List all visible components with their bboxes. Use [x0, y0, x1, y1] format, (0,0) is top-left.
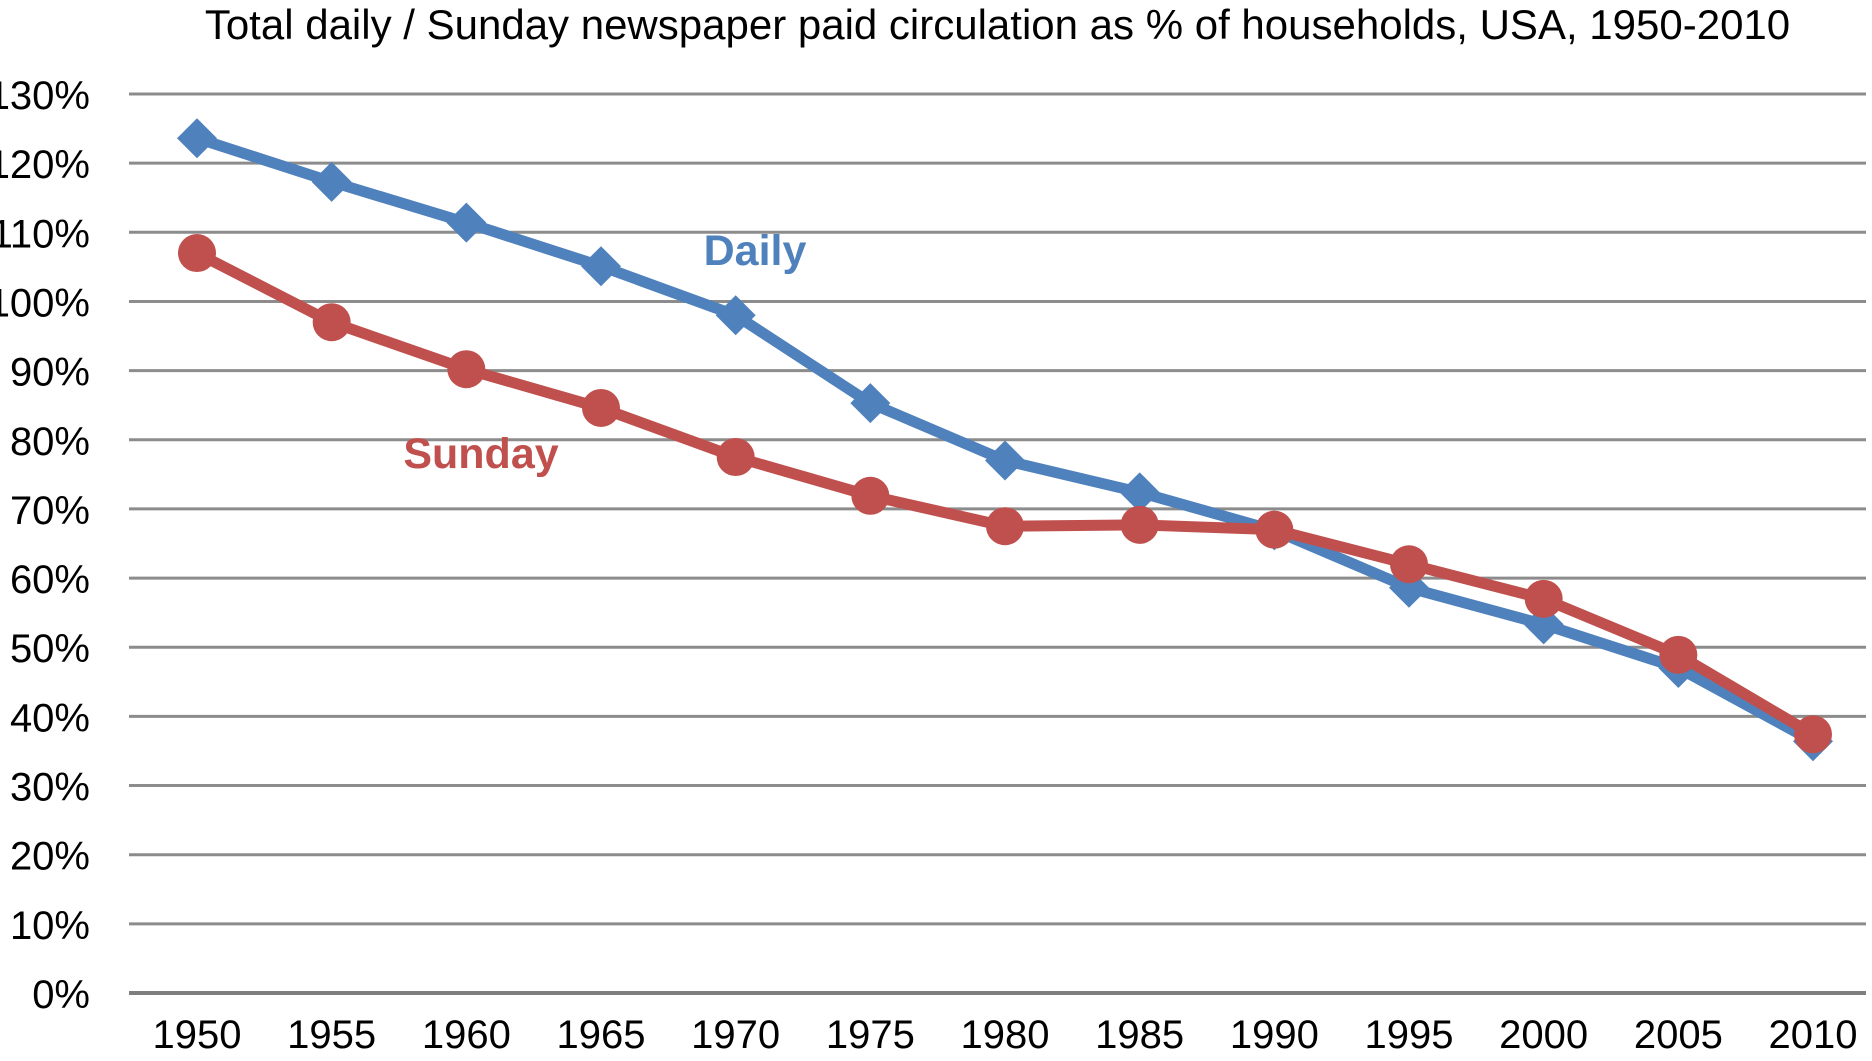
y-axis-label: 130%	[0, 74, 90, 118]
x-axis-label: 1975	[826, 1013, 915, 1057]
x-axis-label: 1990	[1230, 1013, 1319, 1057]
circle-marker-sunday	[1524, 579, 1563, 618]
y-axis-label: 100%	[0, 281, 90, 325]
y-axis-label: 60%	[10, 558, 90, 602]
x-axis-label: 1970	[691, 1013, 780, 1057]
diamond-marker-daily	[850, 383, 891, 424]
x-axis-label: 1980	[961, 1013, 1050, 1057]
x-axis-label: 1950	[153, 1013, 242, 1057]
chart-title: Total daily / Sunday newspaper paid circ…	[204, 1, 1791, 48]
y-axis-label: 80%	[10, 420, 90, 464]
circle-marker-sunday	[1255, 510, 1294, 549]
x-axis-label: 1995	[1365, 1013, 1454, 1057]
x-axis-label: 2005	[1634, 1013, 1723, 1057]
diamond-marker-daily	[581, 246, 621, 287]
x-axis-label: 2000	[1499, 1013, 1588, 1057]
x-axis-label: 2010	[1769, 1013, 1858, 1057]
circle-marker-sunday	[986, 507, 1024, 546]
x-axis-label: 1960	[422, 1013, 511, 1057]
diamond-marker-daily	[177, 118, 217, 159]
diamond-marker-daily	[1119, 472, 1160, 513]
y-axis-label: 40%	[10, 696, 90, 740]
series-line-sunday	[191, 247, 1819, 740]
circle-marker-sunday	[851, 476, 890, 515]
circle-marker-sunday	[1390, 545, 1428, 584]
y-axis-label: 110%	[0, 212, 90, 256]
diamond-marker-daily	[715, 295, 756, 336]
y-axis-label: 90%	[10, 351, 90, 395]
series-label-sunday: Sunday	[403, 430, 558, 478]
x-axis-label: 1985	[1095, 1013, 1184, 1057]
circle-marker-sunday	[447, 350, 486, 389]
y-axis-label: 50%	[10, 627, 90, 671]
y-axis-label: 20%	[10, 835, 90, 879]
circle-marker-sunday	[716, 438, 755, 477]
circle-marker-sunday	[1120, 505, 1159, 544]
circle-marker-sunday	[582, 388, 620, 427]
y-axis-label: 10%	[10, 904, 90, 948]
y-axis-label: 0%	[32, 973, 90, 1017]
x-axis-label: 1965	[557, 1013, 646, 1057]
series-label-daily: Daily	[704, 227, 807, 275]
circle-marker-sunday	[178, 234, 216, 273]
diamond-marker-daily	[446, 202, 487, 243]
circle-marker-sunday	[1659, 635, 1698, 674]
circle-marker-sunday	[1794, 715, 1832, 754]
y-axis-label: 70%	[10, 489, 90, 533]
y-axis-label: 120%	[0, 143, 90, 187]
x-axis-label: 1955	[287, 1013, 376, 1057]
diamond-marker-daily	[311, 161, 352, 202]
circle-marker-sunday	[312, 303, 351, 342]
y-axis-label: 30%	[10, 766, 90, 810]
diamond-marker-daily	[985, 440, 1025, 481]
